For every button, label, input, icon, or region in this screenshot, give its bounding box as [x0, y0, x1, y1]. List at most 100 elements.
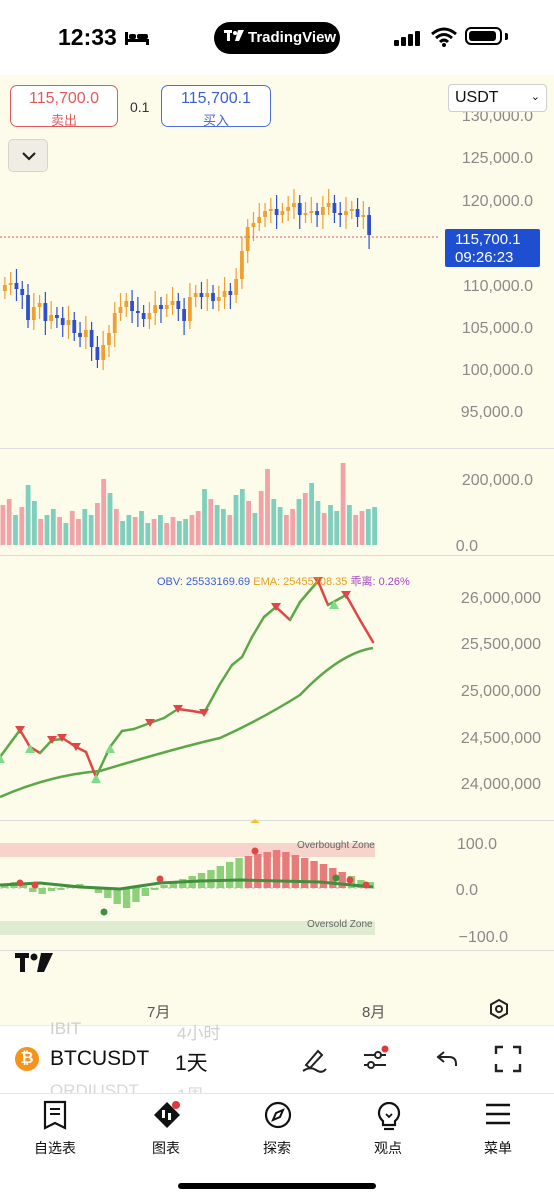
candle-body: [367, 215, 371, 235]
ema-line: [0, 646, 374, 799]
candle-body: [176, 301, 181, 309]
ghost-symbol: IBIT: [50, 1019, 82, 1038]
wifi-icon: [431, 27, 457, 47]
indicators-icon[interactable]: [361, 1045, 389, 1073]
candle-body: [182, 309, 186, 321]
currency-select[interactable]: USDT ⌄: [448, 84, 547, 112]
obv-segment: [162, 707, 180, 720]
watchlist-icon: [43, 1100, 67, 1130]
candle-body: [107, 333, 111, 345]
volume-bar: [195, 511, 201, 545]
candle-body: [135, 311, 140, 313]
oscillator-histogram: [1, 850, 374, 908]
interval-selector[interactable]: 1天: [175, 1052, 208, 1075]
volume-bar: [107, 493, 113, 545]
price-axis-label: 110,000.0: [463, 278, 533, 295]
volume-bar: [353, 515, 359, 545]
sell-price: 115,700.0: [29, 90, 99, 107]
volume-bar: [290, 509, 296, 545]
candle-body: [332, 203, 337, 213]
oscillator-dot: [156, 875, 164, 883]
symbol-selector[interactable]: BTCUSDT: [50, 1047, 150, 1070]
candle-body: [60, 318, 65, 325]
nav-label: 观点: [374, 1140, 402, 1156]
sell-signal-marker: [57, 734, 67, 742]
buy-signal-marker: [105, 744, 115, 753]
obv-segment: [316, 579, 330, 607]
undo-icon[interactable]: [435, 1048, 459, 1070]
buy-price: 115,700.1: [181, 90, 251, 107]
obv-legend[interactable]: OBV: 25533169.69 EMA: 25455708.35 乖离: 0.…: [157, 573, 410, 589]
volume-bar: [347, 505, 352, 545]
obv-segment: [288, 600, 302, 622]
candle-body: [297, 203, 302, 215]
oscillator-bar: [19, 885, 28, 888]
settings-icon[interactable]: [488, 998, 510, 1020]
candle-body: [118, 307, 123, 313]
volume-bar: [164, 523, 170, 545]
oscillator-bar: [216, 866, 224, 888]
obv-segment: [120, 727, 136, 733]
osc-axis-label: −100.0: [458, 929, 508, 946]
sell-signal-marker: [173, 705, 183, 713]
volume-series: [0, 463, 377, 545]
pane-divider: [0, 820, 554, 821]
candle-body: [130, 301, 134, 311]
volume-axis-label: 200,000.0: [461, 472, 533, 489]
candle-body: [147, 313, 152, 319]
deviation-value: 乖离: 0.26%: [350, 576, 410, 588]
candle-body: [234, 279, 239, 295]
obv-segment: [38, 738, 54, 755]
nav-label: 自选表: [34, 1140, 76, 1156]
oscillator-bar: [113, 888, 121, 904]
drawing-tool-icon[interactable]: [300, 1045, 328, 1073]
time-axis-label: 8月: [362, 1004, 386, 1021]
volume-bar: [315, 501, 321, 545]
candle-body: [199, 293, 204, 297]
app-pill-label: TradingView: [248, 29, 337, 46]
sell-signal-marker: [313, 577, 323, 585]
obv-axis-label: 24,000,000: [460, 776, 541, 793]
candle-body: [211, 293, 215, 301]
buy-signal-marker: [91, 774, 101, 783]
oscillator-bar: [301, 858, 309, 888]
candle-body: [205, 293, 210, 297]
oscillator-bar: [57, 888, 65, 890]
pane-divider: [0, 950, 554, 951]
chevron-down-icon: [22, 152, 36, 161]
oscillator-bar: [179, 879, 187, 888]
fullscreen-icon[interactable]: [494, 1045, 522, 1073]
tradingview-watermark-icon: [15, 953, 53, 972]
cellular-signal-icon: [394, 31, 420, 46]
obv-segment: [274, 605, 292, 622]
nav-label: 菜单: [484, 1140, 512, 1156]
bitcoin-icon: ₿: [15, 1047, 39, 1071]
candle-body: [286, 207, 291, 211]
candle-body: [66, 320, 71, 325]
oscillator-bar: [366, 882, 374, 888]
app-pill[interactable]: TradingView: [214, 22, 340, 54]
buy-label: 买入: [202, 113, 229, 128]
candle-body: [164, 305, 169, 309]
volume-bar: [340, 463, 346, 545]
candle-body: [251, 223, 256, 227]
volume-bar: [372, 507, 377, 545]
candle-body: [55, 315, 59, 318]
obv-segment: [358, 618, 375, 644]
ema-value: EMA: 25455708.35: [253, 576, 348, 588]
candle-body: [349, 209, 354, 211]
volume-bar: [38, 519, 44, 545]
currency-value: USDT: [455, 89, 499, 106]
buy-button[interactable]: 115,700.1 买入: [161, 85, 271, 128]
oscillator-dot: [16, 879, 24, 887]
volume-axis-label: 0.0: [455, 538, 478, 555]
obv-axis-label: 24,500,000: [460, 730, 541, 747]
collapse-toggle-button[interactable]: [8, 139, 48, 172]
oscillator-dot: [362, 881, 370, 889]
nav-label: 图表: [152, 1140, 180, 1156]
candle-body: [89, 330, 94, 347]
volume-bar: [176, 521, 182, 545]
volume-bar: [208, 499, 214, 545]
sell-button[interactable]: 115,700.0 卖出: [10, 85, 118, 128]
sell-signal-marker: [71, 743, 81, 751]
